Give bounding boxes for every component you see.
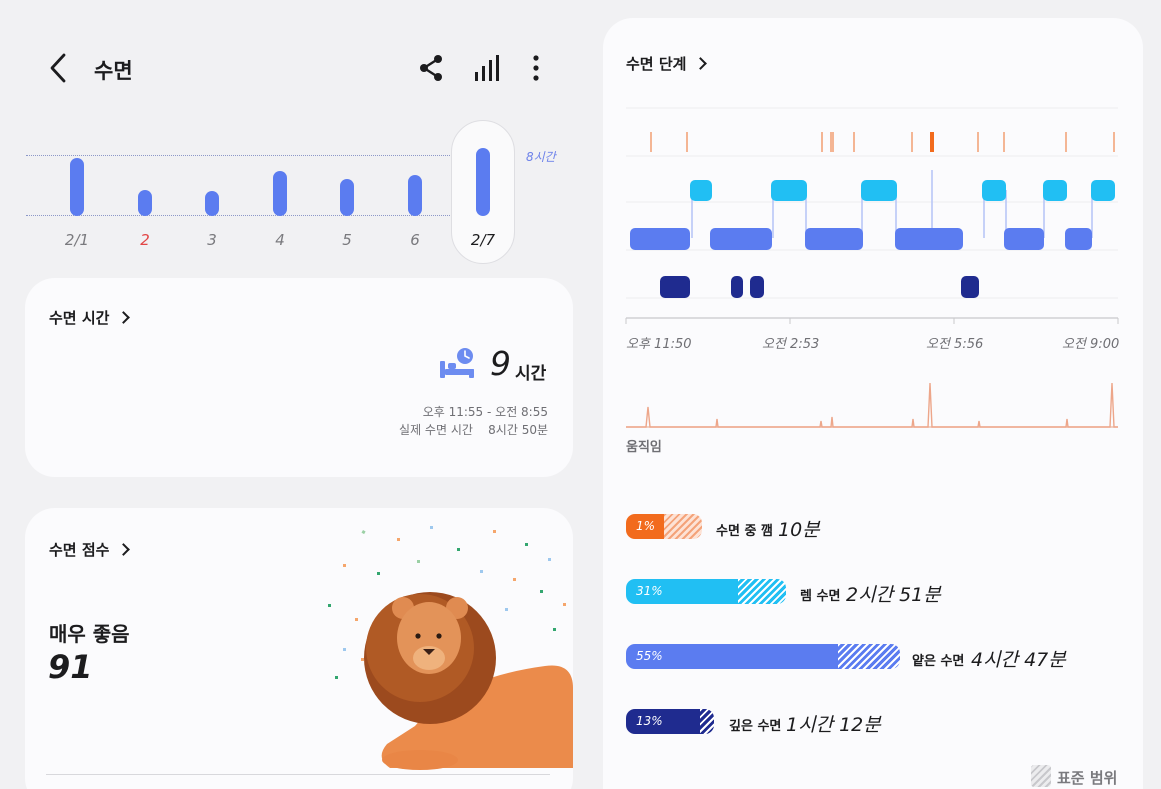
stage-percent: 1% — [636, 519, 656, 533]
day-label[interactable]: 3 — [207, 231, 217, 249]
chevron-right-icon — [117, 543, 131, 556]
more-options-button[interactable] — [522, 52, 552, 84]
sleep-time-range: 오후 11:55 - 오전 8:55 — [422, 405, 548, 419]
sleep-score-value: 91 — [48, 648, 93, 686]
stage-name: 얕은 수면 — [912, 654, 965, 669]
sleep-score-title[interactable]: 수면 점수 — [49, 539, 131, 560]
stage-fill — [626, 579, 738, 604]
share-button[interactable] — [416, 52, 446, 84]
day-label[interactable]: 2/1 — [64, 231, 90, 249]
stage-name: 깊은 수면 — [729, 719, 782, 734]
stage-bar-deep: 13% — [626, 709, 714, 734]
stage-duration: 2시간 51분 — [846, 584, 941, 606]
bed-clock-icon — [438, 347, 478, 381]
stage-fill — [626, 709, 700, 734]
day-sleep-bar — [340, 179, 354, 216]
share-icon — [420, 55, 442, 81]
sleep-score-card[interactable] — [25, 508, 573, 789]
stage-normal-range — [664, 514, 702, 539]
sleep-time-card[interactable] — [25, 278, 573, 477]
day-sleep-bar — [138, 190, 152, 216]
day-sleep-bar — [476, 148, 490, 216]
sleep-hypnogram-chart — [625, 107, 1119, 324]
stage-bar-rem: 31% — [626, 579, 786, 604]
page-title: 수면 — [94, 59, 133, 83]
chevron-right-icon — [117, 311, 131, 324]
divider — [46, 774, 550, 775]
stage-duration: 10분 — [778, 519, 820, 541]
sleep-stages-title[interactable]: 수면 단계 — [626, 53, 708, 74]
back-button[interactable] — [44, 50, 76, 86]
stage-percent: 31% — [636, 584, 663, 598]
stage-normal-range — [838, 644, 900, 669]
movement-label: 움직임 — [626, 440, 662, 455]
day-label[interactable]: 2 — [140, 231, 150, 249]
timeline-time-start: 오후 11:50 — [626, 337, 692, 352]
day-label[interactable]: 4 — [275, 231, 285, 249]
normal-range-legend-label: 표준 범위 — [1057, 769, 1118, 787]
sleep-score-label: 매우 좋음 — [49, 622, 130, 646]
stage-percent: 55% — [636, 649, 663, 663]
stage-fill — [626, 514, 664, 539]
actual-sleep-time: 실제 수면 시간 8시간 50분 — [399, 423, 548, 437]
day-label[interactable]: 5 — [342, 231, 352, 249]
sleep-hours-unit: 시간 — [515, 364, 547, 384]
sleep-hours-value: 9 — [490, 344, 511, 383]
chevron-right-icon — [694, 57, 708, 70]
back-icon — [50, 53, 66, 83]
bar-chart-icon — [475, 55, 499, 81]
timeline-time-end: 오전 9:00 — [1062, 337, 1120, 352]
stage-name: 렘 수면 — [800, 589, 841, 604]
chart-button[interactable] — [472, 52, 502, 84]
day-label[interactable]: 2/7 — [470, 231, 496, 249]
day-sleep-bar — [408, 175, 422, 216]
eight-hour-guide-line — [26, 155, 450, 156]
timeline-time: 오전 2:53 — [762, 337, 820, 352]
day-label[interactable]: 6 — [410, 231, 420, 249]
stage-normal-range — [738, 579, 786, 604]
more-vertical-icon — [533, 55, 539, 81]
day-sleep-bar — [273, 171, 287, 216]
stage-bar-light: 55% — [626, 644, 900, 669]
stage-duration: 1시간 12분 — [786, 714, 881, 736]
timeline-time: 오전 5:56 — [926, 337, 984, 352]
day-sleep-bar — [205, 191, 219, 216]
stage-name: 수면 중 깸 — [716, 524, 773, 539]
stage-normal-range — [700, 709, 714, 734]
sleep-time-title[interactable]: 수면 시간 — [49, 307, 131, 328]
movement-chart — [626, 382, 1118, 428]
day-sleep-bar — [70, 158, 84, 216]
baseline-guide-line — [26, 215, 450, 216]
normal-range-legend-icon — [1031, 765, 1051, 787]
stage-duration: 4시간 47분 — [971, 649, 1066, 671]
stage-percent: 13% — [636, 714, 663, 728]
stage-fill — [626, 644, 838, 669]
stage-bar-awake: 1% — [626, 514, 702, 539]
lion-illustration — [328, 526, 573, 770]
guide-label: 8시간 — [526, 150, 556, 164]
